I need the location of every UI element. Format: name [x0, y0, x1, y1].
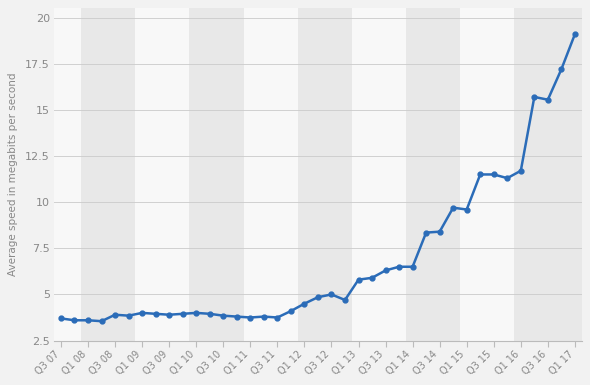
Bar: [54, 8, 81, 341]
Y-axis label: Average speed in megabits per second: Average speed in megabits per second: [8, 73, 18, 276]
Bar: [135, 8, 189, 341]
Bar: [514, 8, 568, 341]
Bar: [568, 8, 582, 341]
Bar: [460, 8, 514, 341]
Bar: [244, 8, 297, 341]
Bar: [352, 8, 406, 341]
Bar: [81, 8, 135, 341]
Bar: [189, 8, 244, 341]
Bar: [406, 8, 460, 341]
Bar: [297, 8, 352, 341]
